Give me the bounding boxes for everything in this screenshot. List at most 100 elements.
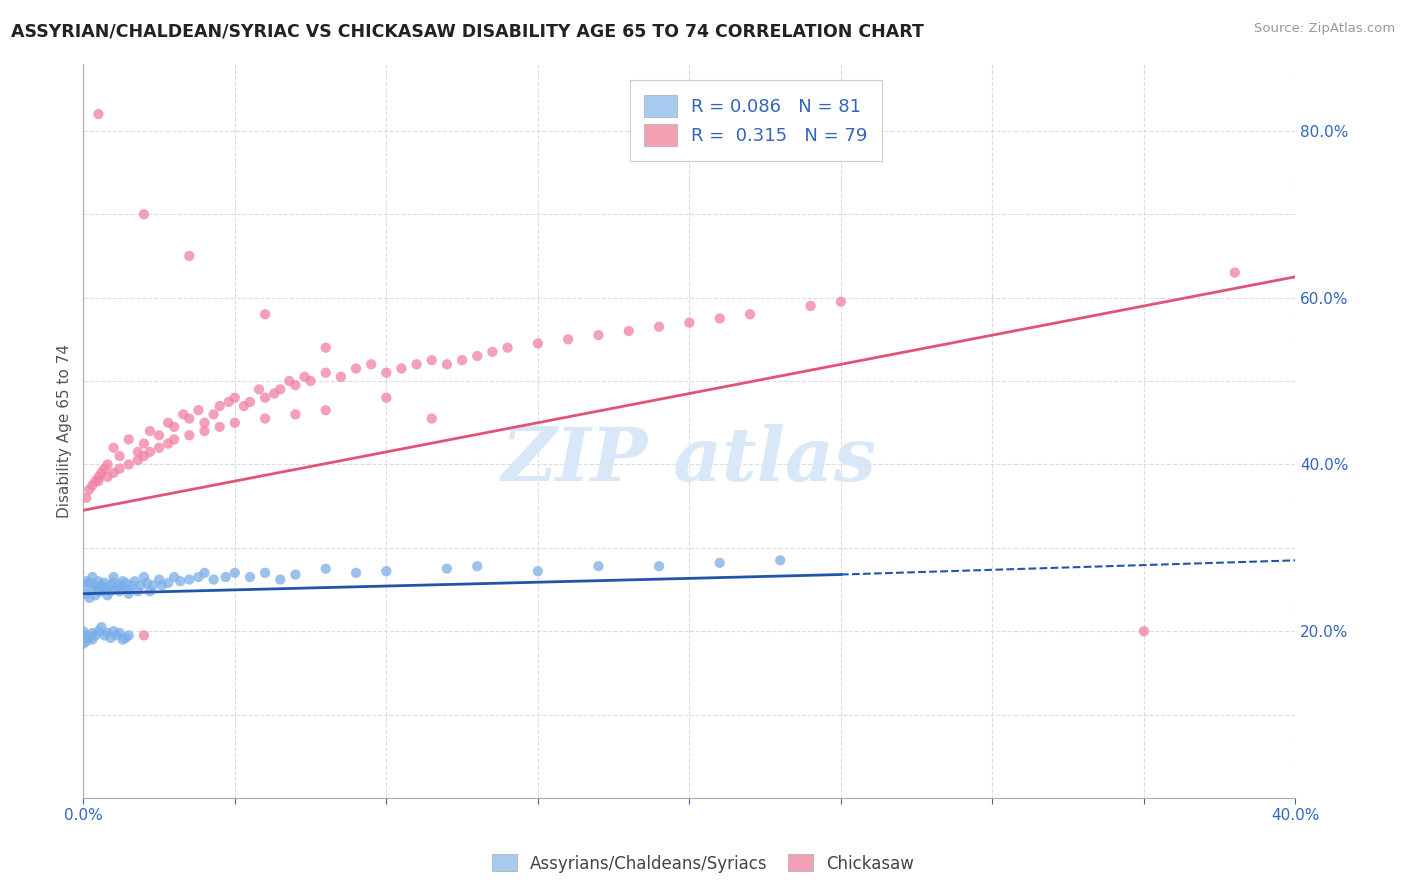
Point (118, 587, 141, 601)
Point (132, 628, 155, 642)
Point (87, 624, 110, 639)
Point (75, 574, 97, 589)
Point (375, 564, 398, 578)
Point (179, 573, 201, 587)
Point (218, 395, 240, 409)
Point (405, 357, 427, 371)
Point (278, 374, 301, 388)
Point (108, 461, 131, 475)
Point (82, 570, 104, 584)
Point (709, 556, 731, 570)
Y-axis label: Disability Age 65 to 74: Disability Age 65 to 74 (58, 344, 72, 518)
Point (139, 424, 162, 438)
Point (172, 408, 194, 422)
Legend: R = 0.086   N = 81, R =  0.315   N = 79: R = 0.086 N = 81, R = 0.315 N = 79 (630, 80, 882, 161)
Point (82, 478, 104, 492)
Point (75, 491, 97, 505)
Point (254, 391, 277, 405)
Point (299, 374, 322, 388)
Point (375, 366, 398, 380)
Point (1133, 624, 1156, 639)
Point (108, 578, 131, 592)
Point (648, 319, 671, 334)
Point (269, 573, 291, 587)
Point (465, 349, 488, 363)
Text: ZIP atlas: ZIP atlas (502, 425, 877, 497)
Point (87, 470, 110, 484)
Point (254, 411, 277, 425)
Point (163, 570, 186, 584)
Point (96, 458, 118, 472)
Point (208, 399, 231, 413)
Point (118, 433, 141, 447)
Point (139, 445, 162, 459)
Point (108, 626, 131, 640)
Point (90, 578, 112, 592)
Point (830, 294, 852, 309)
Point (769, 553, 792, 567)
Point (100, 631, 122, 645)
Point (208, 420, 231, 434)
Point (344, 566, 367, 580)
Point (232, 399, 254, 413)
Point (87, 474, 110, 488)
Point (375, 391, 398, 405)
Point (148, 441, 170, 455)
Point (360, 357, 382, 371)
Point (118, 582, 141, 597)
Point (263, 386, 285, 401)
Point (93, 581, 115, 595)
Point (527, 564, 550, 578)
Point (93, 461, 115, 475)
Point (72, 637, 94, 651)
Point (224, 566, 246, 580)
Text: Source: ZipAtlas.com: Source: ZipAtlas.com (1254, 22, 1395, 36)
Point (100, 578, 122, 592)
Point (96, 470, 118, 484)
Point (103, 466, 125, 480)
Point (127, 453, 149, 467)
Point (75, 628, 97, 642)
Point (315, 403, 337, 417)
Point (157, 575, 180, 590)
Point (124, 574, 146, 589)
Point (527, 336, 550, 351)
Point (93, 628, 115, 642)
Point (588, 328, 610, 343)
Point (111, 632, 134, 647)
Point (118, 628, 141, 642)
Point (187, 403, 209, 417)
Point (163, 433, 186, 447)
Point (87, 107, 110, 121)
Point (79, 483, 101, 497)
Point (90, 620, 112, 634)
Point (239, 570, 262, 584)
Point (96, 588, 118, 602)
Point (391, 361, 413, 376)
Point (148, 573, 170, 587)
Point (103, 570, 125, 584)
Point (103, 624, 125, 639)
Point (132, 436, 155, 450)
Point (132, 207, 155, 221)
Point (496, 341, 519, 355)
Point (648, 559, 671, 574)
Point (79, 575, 101, 590)
Text: ASSYRIAN/CHALDEAN/SYRIAC VS CHICKASAW DISABILITY AGE 65 TO 74 CORRELATION CHART: ASSYRIAN/CHALDEAN/SYRIAC VS CHICKASAW DI… (11, 22, 924, 40)
Point (100, 584, 122, 599)
Point (121, 578, 143, 592)
Point (72, 624, 94, 639)
Point (90, 466, 112, 480)
Point (465, 559, 488, 574)
Point (142, 578, 165, 592)
Point (193, 416, 215, 430)
Point (315, 366, 337, 380)
Point (148, 428, 170, 442)
Point (96, 582, 118, 597)
Point (132, 449, 155, 463)
Point (202, 573, 225, 587)
Point (79, 631, 101, 645)
Point (420, 411, 443, 425)
Point (284, 408, 307, 422)
Point (1223, 266, 1246, 280)
